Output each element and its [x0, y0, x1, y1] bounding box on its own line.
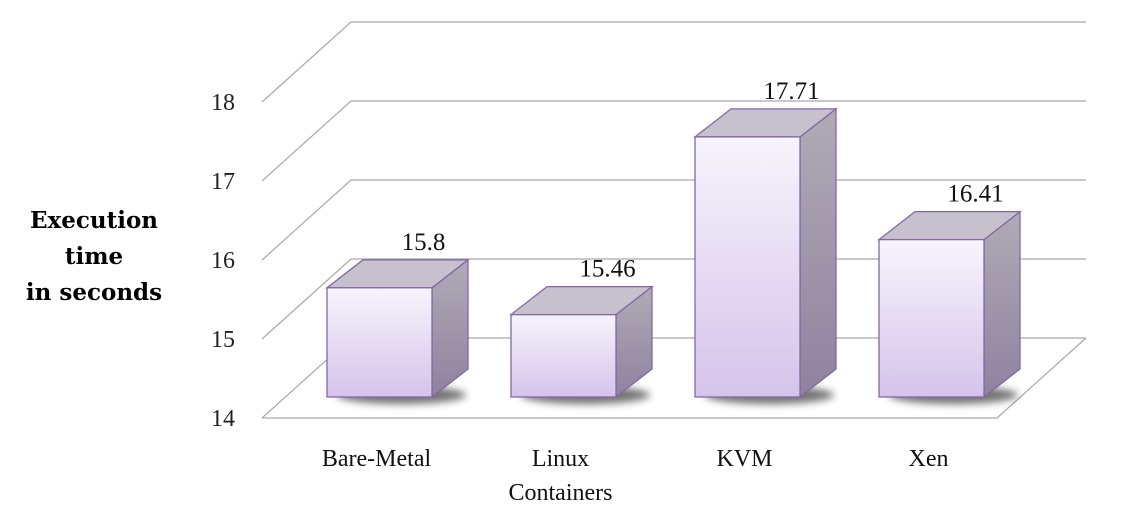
floor-right-edge	[996, 337, 1087, 419]
x-category-label: Linux	[532, 446, 589, 472]
y-axis-label-line-1: Execution	[30, 207, 158, 234]
value-labels: 15.8 15.46 17.71 16.41	[402, 78, 1004, 283]
y-tick-label: 18	[211, 90, 235, 116]
gridline-17	[261, 100, 1086, 182]
bar-front-face	[326, 287, 433, 398]
x-axis-categories: Bare-Metal Linux Containers KVM Xen	[322, 446, 949, 506]
bars	[325, 107, 1022, 399]
bar-front-face	[694, 136, 801, 398]
y-tick-label: 17	[211, 169, 235, 195]
y-tick-label: 15	[211, 327, 235, 353]
value-label: 17.71	[763, 78, 819, 105]
value-label: 15.8	[402, 229, 446, 256]
gridline-16	[261, 179, 1086, 261]
bar-0	[325, 258, 470, 399]
bar-3	[877, 210, 1022, 399]
gridlines	[261, 21, 1087, 419]
x-category-label: Xen	[909, 446, 949, 472]
y-axis-ticks: 14 15 16 17 18	[211, 90, 235, 432]
x-category-label: Containers	[509, 480, 613, 506]
bar-1	[509, 285, 654, 399]
bar-front-face	[510, 314, 617, 398]
value-label: 16.41	[947, 181, 1003, 208]
bar-side-face	[983, 210, 1021, 399]
y-axis-label-line-3: in seconds	[26, 279, 162, 306]
bar-2	[693, 107, 838, 399]
x-category-label: KVM	[716, 446, 772, 472]
value-label: 15.46	[579, 256, 635, 283]
gridline-18	[261, 21, 1086, 103]
y-tick-label: 14	[211, 406, 235, 432]
y-axis-label: Execution time in seconds	[26, 207, 162, 306]
bar-front-face	[878, 238, 985, 398]
gridline-15	[261, 258, 1086, 340]
bar-side-face	[799, 107, 837, 399]
x-category-label: Bare-Metal	[322, 446, 432, 472]
y-axis-label-line-2: time	[65, 243, 123, 270]
y-tick-label: 16	[211, 248, 235, 274]
